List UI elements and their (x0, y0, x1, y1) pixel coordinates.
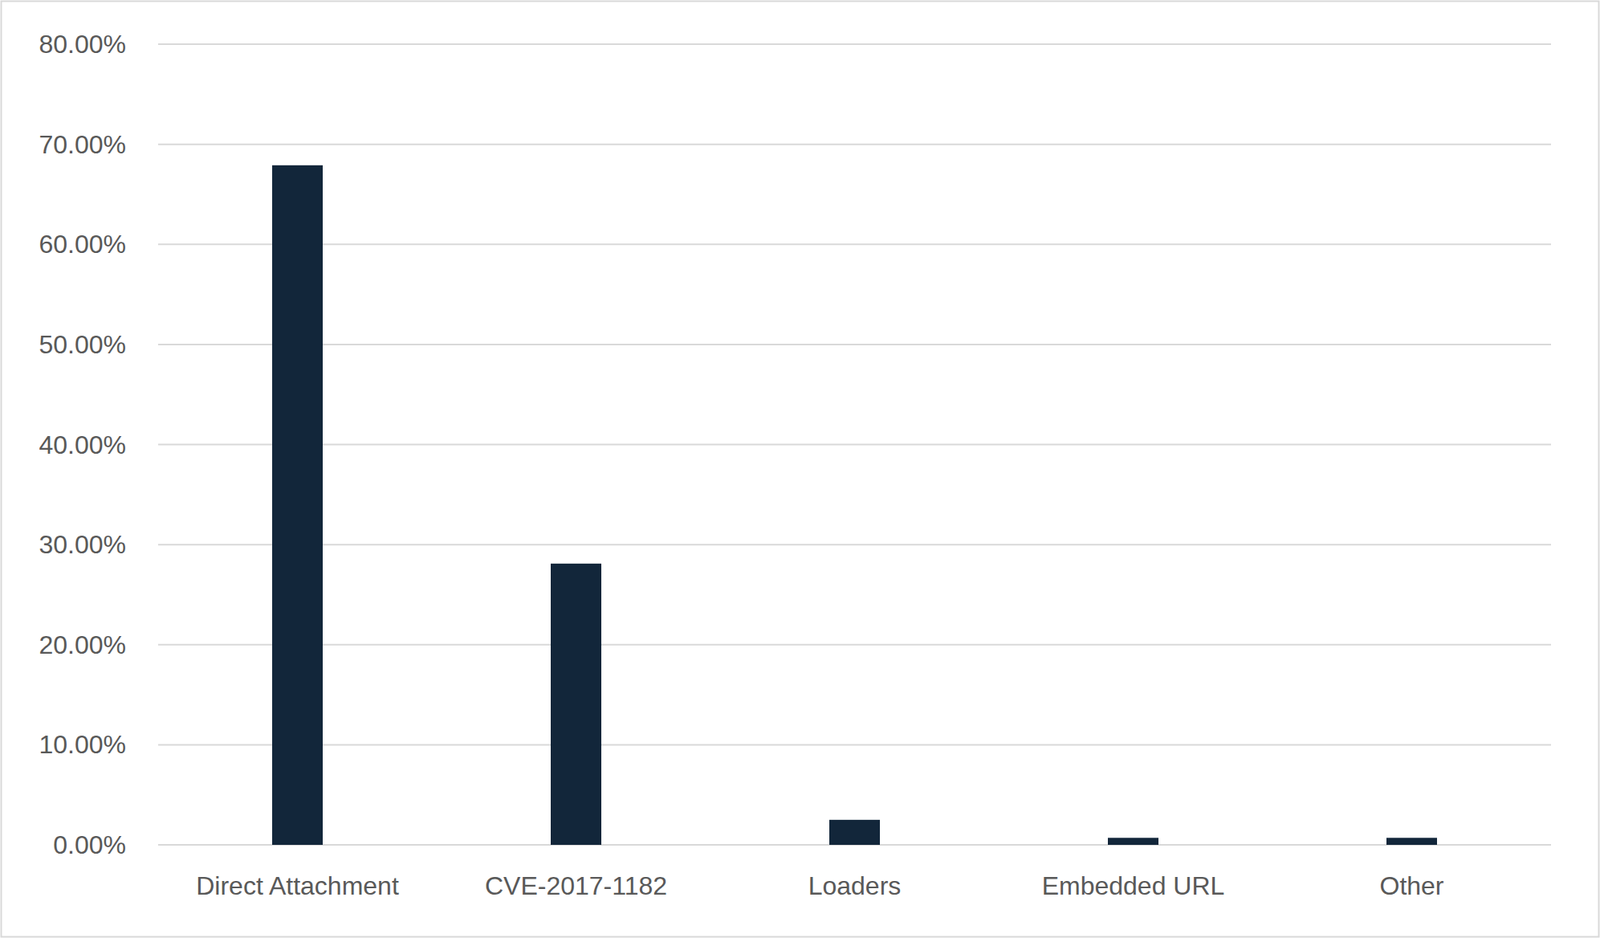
grid-line (158, 443, 1552, 446)
bar (550, 563, 602, 845)
y-tick-label: 70.00% (38, 130, 127, 159)
grid-line (158, 543, 1552, 546)
chart-border (1, 1, 1600, 937)
bar (1107, 837, 1159, 845)
x-tick-label: Other (1379, 871, 1444, 900)
bar (272, 165, 323, 845)
y-tick-label: 80.00% (38, 29, 127, 59)
grid-line (158, 643, 1552, 646)
y-tick-label: 10.00% (38, 729, 127, 759)
grid-line (158, 243, 1552, 245)
y-tick-label: 50.00% (38, 329, 127, 359)
bar (829, 819, 880, 845)
chart-svg: 0.00% 10.00% 20.00% 30.00% 40.00% 50.00% 60.00… (0, 0, 1600, 938)
grid-line (158, 743, 1552, 746)
grid-line (158, 143, 1552, 146)
chart-container: 0.00% 10.00% 20.00% 30.00% 40.00% 50.00% 60.00… (0, 0, 1600, 938)
y-tick-label: 30.00% (38, 529, 127, 559)
x-tick-label: Loaders (808, 871, 902, 900)
y-tick-label: 60.00% (38, 229, 127, 259)
x-tick-label: Direct Attachment (195, 871, 399, 900)
grid-line (158, 43, 1552, 45)
y-tick-label: 0.00% (52, 830, 127, 860)
bars (272, 165, 1438, 845)
x-tick-label: CVE-2017-1182 (484, 871, 668, 900)
y-tick-label: 20.00% (38, 630, 127, 660)
y-tick-label: 40.00% (38, 430, 127, 460)
x-tick-label: Embedded URL (1042, 871, 1226, 900)
bar (1386, 837, 1438, 845)
grid-line (158, 343, 1552, 346)
